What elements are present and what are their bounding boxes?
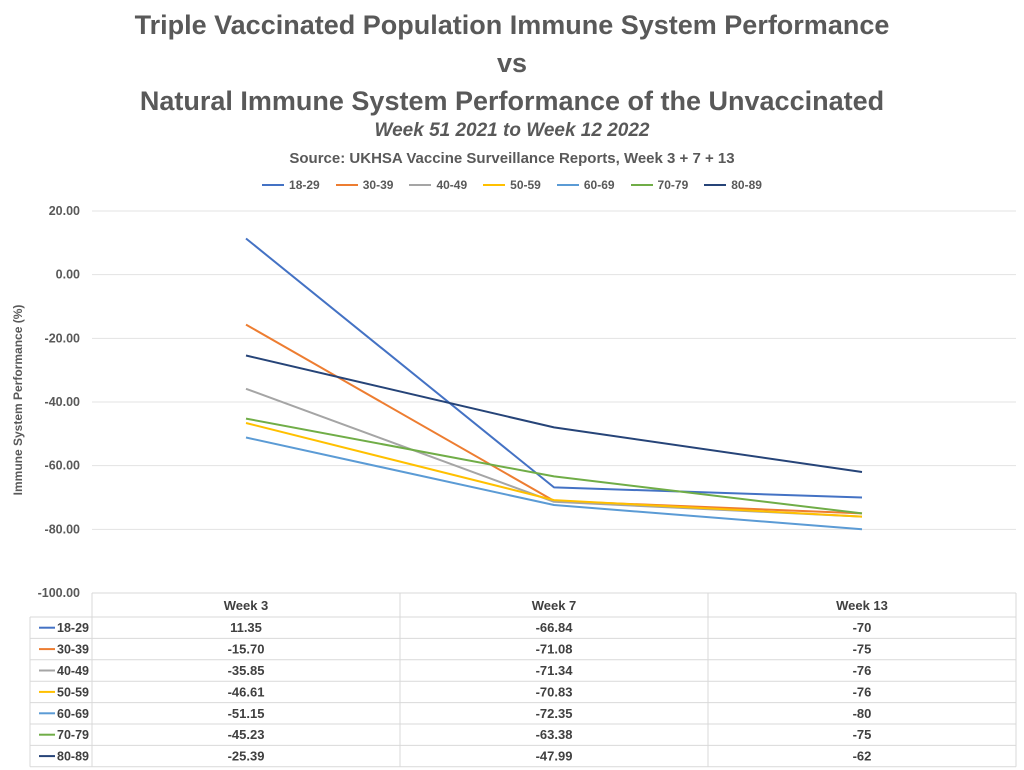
- legend-label: 18-29: [289, 178, 320, 192]
- legend-label: 50-59: [510, 178, 541, 192]
- table-header-week-13: Week 13: [836, 598, 888, 613]
- legend-swatch: [483, 184, 506, 186]
- table-cell: -46.61: [228, 684, 265, 699]
- table-cell: -71.08: [536, 642, 573, 657]
- chart-subtitle: Week 51 2021 to Week 12 2022: [374, 120, 650, 141]
- series-line-70-79: [245, 417, 863, 515]
- legend-item-18-29: 18-29: [262, 178, 320, 192]
- chart-source: Source: UKHSA Vaccine Surveillance Repor…: [289, 150, 735, 167]
- table-cell: -76: [853, 663, 872, 678]
- table-row-label: 60-69: [57, 707, 89, 721]
- table-cell: -72.35: [536, 706, 573, 721]
- series-line-60-69: [245, 436, 863, 531]
- legend-swatch: [630, 184, 653, 186]
- series-line-50-59: [245, 422, 863, 518]
- table-cell: -66.84: [536, 620, 574, 635]
- legend-item-60-69: 60-69: [556, 178, 615, 192]
- table-cell: -25.39: [228, 749, 265, 764]
- table-header-week-3: Week 3: [224, 598, 269, 613]
- legend-label: 70-79: [657, 178, 689, 192]
- chart-title-line-1: Triple Vaccinated Population Immune Syst…: [134, 10, 890, 40]
- y-tick-label: -60.00: [45, 459, 80, 473]
- chart-title-line-2: vs: [496, 48, 528, 78]
- legend-label: 40-49: [436, 178, 468, 192]
- table-cell: -15.70: [228, 642, 265, 657]
- chart-legend: 18-29 30-39 40-49 50-59 60-69 70-79 80-89: [0, 178, 1024, 192]
- series-line-30-39: [245, 323, 863, 515]
- table-cell: -70.83: [536, 684, 573, 699]
- table-cell: -76: [853, 684, 872, 699]
- table-cell: -63.38: [536, 727, 573, 742]
- y-tick-label: 0.00: [56, 268, 80, 282]
- legend-swatch: [335, 184, 358, 186]
- table-cell: -51.15: [228, 706, 265, 721]
- legend-swatch: [704, 184, 727, 186]
- y-tick-label: -20.00: [45, 331, 80, 345]
- series-line-18-29: [245, 237, 863, 499]
- table-row-label: 30-39: [57, 643, 89, 657]
- table-cell: -71.34: [536, 663, 574, 678]
- y-tick-label: -80.00: [45, 522, 80, 536]
- table-row-label: 40-49: [57, 664, 89, 678]
- legend-item-80-89: 80-89: [704, 178, 762, 192]
- table-row-label: 18-29: [57, 621, 89, 635]
- table-cell: -45.23: [228, 727, 265, 742]
- legend-swatch: [556, 184, 579, 186]
- legend-swatch: [409, 184, 432, 186]
- legend-item-50-59: 50-59: [483, 178, 541, 192]
- table-row-label: 70-79: [57, 728, 89, 742]
- y-tick-label: 20.00: [49, 204, 80, 218]
- legend-label: 60-69: [583, 178, 615, 192]
- legend-item-30-39: 30-39: [335, 178, 394, 192]
- series-line-40-49: [245, 387, 863, 518]
- legend-label: 30-39: [362, 178, 394, 192]
- series-line-80-89: [245, 354, 863, 473]
- chart-title-line-3: Natural Immune System Performance of the…: [139, 86, 885, 116]
- legend-swatch: [262, 184, 285, 186]
- table-cell: -70: [853, 620, 872, 635]
- table-row-label: 50-59: [57, 685, 89, 699]
- table-cell: -47.99: [536, 749, 573, 764]
- table-cell: -62: [853, 749, 872, 764]
- table-cell: -35.85: [228, 663, 265, 678]
- table-header-week-7: Week 7: [532, 598, 577, 613]
- y-axis-label: Immune System Performance (%): [11, 305, 25, 496]
- legend-item-40-49: 40-49: [409, 178, 467, 192]
- table-cell: -75: [853, 727, 872, 742]
- table-row-label: 80-89: [57, 750, 89, 764]
- y-tick-label: -40.00: [45, 395, 80, 409]
- legend-label: 80-89: [731, 178, 762, 192]
- table-cell: 11.35: [230, 620, 262, 635]
- table-cell: -80: [853, 706, 872, 721]
- y-tick-label: -100.00: [38, 586, 80, 600]
- table-cell: -75: [853, 642, 872, 657]
- legend-item-70-79: 70-79: [630, 178, 689, 192]
